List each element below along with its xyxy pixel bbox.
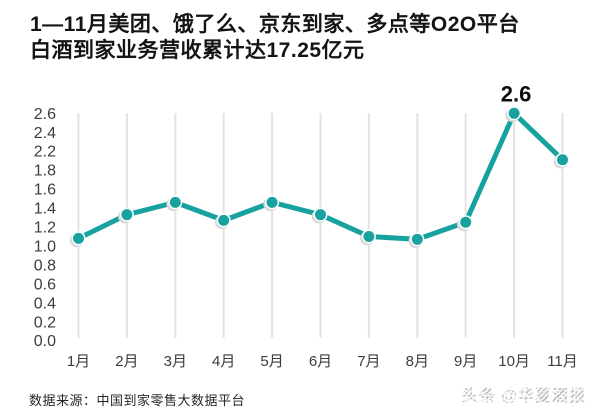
x-tick-label-9月: 9月 — [454, 353, 477, 370]
data-point-3月 — [169, 196, 181, 208]
chart-title: 1—11月美团、饿了么、京东到家、多点等O2O平台 白酒到家业务营收累计达17.… — [30, 12, 590, 64]
x-tick-label-3月: 3月 — [164, 353, 187, 370]
x-tick-label-11月: 11月 — [547, 353, 578, 370]
y-tick-label-2.2: 2.2 — [34, 144, 56, 161]
toutiao-watermark: 头条 @华夏酒报 — [462, 382, 586, 406]
y-tick-label-0.0: 0.0 — [34, 333, 56, 350]
x-tick-label-7月: 7月 — [357, 353, 380, 370]
x-tick-label-1月: 1月 — [67, 353, 90, 370]
y-tick-label-1.0: 1.0 — [34, 238, 56, 255]
data-source-note: 数据来源：中国到家零售大数据平台 — [29, 393, 246, 408]
y-tick-label-0.6: 0.6 — [34, 276, 56, 293]
peak-value-label: 2.6 — [501, 81, 532, 106]
y-tick-label-1.6: 1.6 — [34, 182, 56, 199]
data-point-1月 — [73, 232, 84, 244]
data-point-8月 — [411, 233, 423, 245]
data-point-11月 — [557, 154, 568, 166]
y-tick-label-1.8: 1.8 — [34, 163, 56, 180]
x-tick-label-5月: 5月 — [260, 353, 283, 370]
x-tick-label-6月: 6月 — [309, 353, 332, 370]
chart-title-line-1: 1—11月美团、饿了么、京东到家、多点等O2O平台 — [30, 13, 520, 36]
x-tick-label-8月: 8月 — [406, 353, 429, 370]
y-tick-label-0.4: 0.4 — [34, 295, 56, 312]
x-tick-label-2月: 2月 — [115, 353, 138, 370]
data-point-7月 — [363, 230, 375, 242]
x-tick-label-4月: 4月 — [212, 353, 235, 370]
chart-title-line-2: 白酒到家业务营收累计达17.25亿元 — [30, 39, 365, 62]
data-point-9月 — [460, 216, 472, 228]
y-tick-label-2.4: 2.4 — [34, 125, 56, 142]
data-point-6月 — [315, 209, 326, 221]
data-point-4月 — [218, 214, 230, 226]
y-tick-label-2.6: 2.6 — [34, 106, 56, 123]
y-tick-label-0.2: 0.2 — [34, 314, 56, 331]
data-point-2月 — [121, 209, 133, 221]
data-point-10月 — [508, 107, 520, 119]
y-tick-label-0.8: 0.8 — [34, 257, 56, 274]
y-tick-label-1.2: 1.2 — [34, 220, 56, 237]
data-point-5月 — [266, 196, 278, 208]
y-tick-label-1.4: 1.4 — [34, 201, 56, 218]
x-tick-label-10月: 10月 — [498, 353, 530, 370]
